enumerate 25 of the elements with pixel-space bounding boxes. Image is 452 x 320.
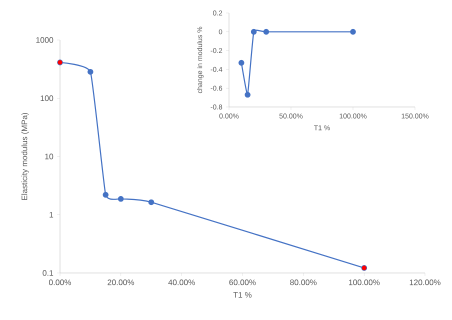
y-tick-label: 1 (50, 212, 54, 218)
x-tick-label: 100.00% (348, 280, 380, 286)
x-axis-title: T1 % (233, 292, 252, 298)
point (148, 199, 154, 206)
x-tick-label: 20.00% (108, 280, 134, 286)
point (350, 28, 356, 35)
point (88, 68, 94, 75)
point (361, 265, 368, 271)
x-tick-label: 40.00% (168, 280, 195, 286)
point (263, 28, 270, 35)
x-tick-label: 120.00% (410, 280, 440, 286)
point (57, 60, 63, 66)
y-tick-label: 1000 (36, 37, 54, 43)
y-tick-label: 10 (45, 154, 54, 160)
x-tick-label: 0.00% (48, 280, 72, 286)
point (244, 92, 251, 98)
point (250, 28, 257, 35)
y-axis-title: Elasticity modulus (MPa) (21, 112, 29, 200)
point (118, 196, 124, 202)
point (102, 192, 109, 198)
x-tick-label: 60.00% (229, 280, 256, 286)
x-tick-label: 80.00% (290, 280, 317, 286)
y-tick-label: 0.1 (42, 270, 54, 276)
point (238, 60, 244, 66)
y-tick-label: 100 (40, 95, 54, 102)
